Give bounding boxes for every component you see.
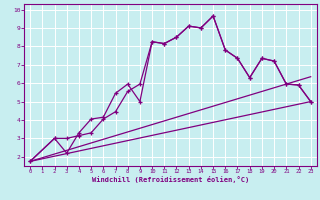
X-axis label: Windchill (Refroidissement éolien,°C): Windchill (Refroidissement éolien,°C) bbox=[92, 176, 249, 183]
